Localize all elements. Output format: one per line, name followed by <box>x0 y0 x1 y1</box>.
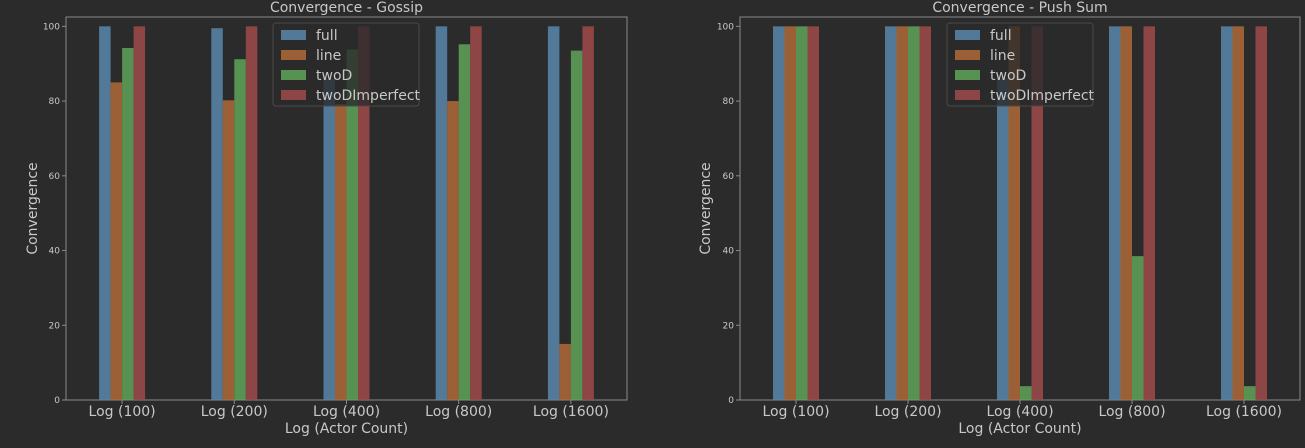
bar-full-3 <box>997 78 1009 400</box>
chart-panel-2: Convergence - Push Sum 0 20 40 60 80 100 Conver… <box>698 0 1301 437</box>
bar-twoDImperfect-5 <box>1255 26 1267 401</box>
bar-twoDImperfect-1 <box>133 26 146 401</box>
bar-full-3 <box>323 78 335 400</box>
y-tick-label: 80 <box>49 97 61 107</box>
legend-swatch-twoD <box>955 70 980 80</box>
legend-label-twoD: twoD <box>990 68 1026 84</box>
legend-swatch-full <box>955 30 980 40</box>
bar-twoDImperfect-3 <box>1031 26 1043 401</box>
y-tick-label: 80 <box>723 97 735 107</box>
legend-swatch-line <box>281 50 306 60</box>
bar-full-5 <box>1221 26 1233 401</box>
y-axis-label: Convergence <box>698 162 714 254</box>
bar-line-1 <box>110 82 123 400</box>
legend-label-twoD: twoD <box>316 68 352 84</box>
bar-twoD-3 <box>346 49 358 400</box>
bar-full-2 <box>885 26 897 401</box>
bar-line-2 <box>896 26 908 401</box>
x-tick-label: Log (100) <box>89 404 156 420</box>
y-axis-label: Convergence <box>25 162 41 254</box>
legend-box <box>946 22 1094 107</box>
bar-twoD-1 <box>796 26 808 401</box>
bar-full-2 <box>211 28 223 401</box>
x-axis-label: Log (Actor Count) <box>285 421 408 437</box>
legend-label-line: line <box>990 48 1015 64</box>
y-tick-label: 100 <box>43 22 60 32</box>
bar-full-4 <box>1109 26 1121 401</box>
y-tick-label: 0 <box>728 396 734 406</box>
x-tick-label: Log (1600) <box>1206 404 1282 420</box>
bar-twoD-5 <box>1244 386 1256 400</box>
bar-twoD-2 <box>234 59 246 400</box>
legend: full line twoD twoDImperfect <box>272 22 421 107</box>
legend: full line twoD twoDImperfect <box>946 22 1095 107</box>
y-tick-label: 60 <box>49 172 61 182</box>
legend-label-twoDImperfect: twoDImperfect <box>990 88 1095 104</box>
x-tick-label: Log (200) <box>874 404 941 420</box>
y-tick-label: 40 <box>723 247 735 257</box>
bar-full-4 <box>435 26 448 401</box>
bar-twoDImperfect-4 <box>1143 26 1155 401</box>
bar-twoDImperfect-2 <box>245 26 258 401</box>
y-tick-label: 60 <box>723 172 735 182</box>
y-tick-label: 20 <box>723 321 735 331</box>
bar-full-1 <box>773 26 785 401</box>
legend-label-full: full <box>990 28 1012 44</box>
chart-panel-1: Convergence - Gossip 0 20 40 60 80 100 Converge… <box>25 0 628 437</box>
bar-line-5 <box>559 343 571 400</box>
bar-twoDImperfect-4 <box>470 26 482 401</box>
y-tick-label: 0 <box>54 396 60 406</box>
bar-line-3 <box>335 104 347 400</box>
bar-line-1 <box>784 26 796 401</box>
bar-line-4 <box>1120 26 1132 401</box>
y-tick-label: 40 <box>49 247 61 257</box>
bar-twoD-5 <box>570 50 583 400</box>
bar-full-1 <box>99 26 111 401</box>
bar-twoD-2 <box>908 26 920 401</box>
legend-box <box>272 22 420 107</box>
legend-swatch-full <box>281 30 306 40</box>
legend-swatch-twoDImperfect <box>955 90 980 100</box>
chart-title: Convergence - Gossip <box>270 0 423 16</box>
bar-twoD-4 <box>1132 256 1144 400</box>
bar-twoDImperfect-2 <box>919 26 931 401</box>
x-tick-label: Log (100) <box>762 404 829 420</box>
y-tick-label: 20 <box>49 321 61 331</box>
legend-label-twoDImperfect: twoDImperfect <box>316 88 421 104</box>
x-tick-label: Log (800) <box>1098 404 1165 420</box>
bar-line-5 <box>1232 26 1244 401</box>
legend-swatch-twoD <box>281 70 306 80</box>
legend-swatch-twoDImperfect <box>281 90 306 100</box>
legend-swatch-line <box>955 50 980 60</box>
bar-line-4 <box>447 101 459 400</box>
legend-label-full: full <box>316 28 338 44</box>
bar-twoD-3 <box>1020 386 1032 400</box>
y-tick-label: 100 <box>717 22 734 32</box>
x-tick-label: Log (400) <box>986 404 1053 420</box>
x-tick-label: Log (800) <box>425 404 492 420</box>
bar-twoD-4 <box>458 44 471 401</box>
bar-twoDImperfect-5 <box>582 26 594 401</box>
x-axis-label: Log (Actor Count) <box>958 421 1081 437</box>
bar-line-3 <box>1008 26 1020 401</box>
bar-full-5 <box>547 26 560 401</box>
chart-title: Convergence - Push Sum <box>932 0 1107 16</box>
x-tick-label: Log (400) <box>313 404 380 420</box>
bar-twoD-1 <box>122 48 134 400</box>
legend-label-line: line <box>316 48 341 64</box>
x-tick-label: Log (200) <box>201 404 268 420</box>
bar-line-2 <box>222 100 235 400</box>
bar-twoDImperfect-3 <box>358 26 370 401</box>
bar-twoDImperfect-1 <box>807 26 819 401</box>
x-tick-label: Log (1600) <box>533 404 609 420</box>
